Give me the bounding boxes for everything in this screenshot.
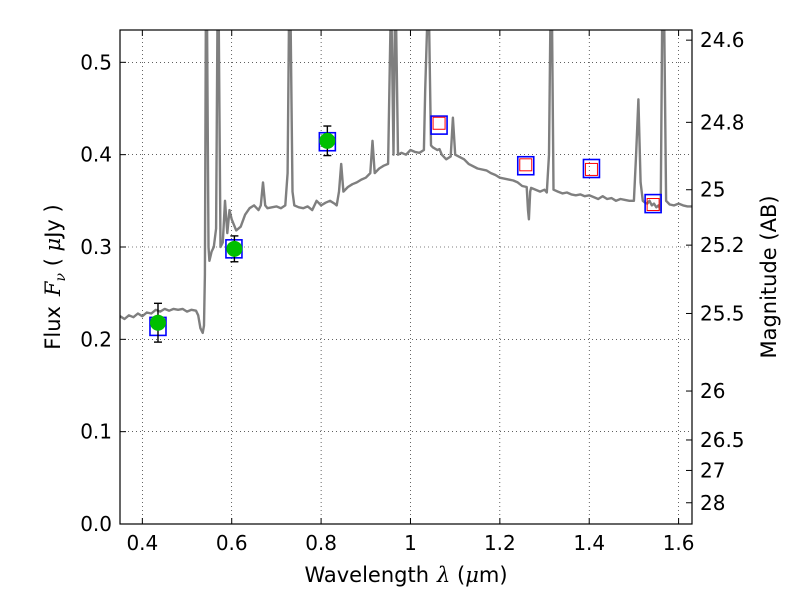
mag-tick-label: 25.2 [700,233,745,257]
upper-limit-marker [646,198,660,212]
upper-limit-marker [584,162,598,176]
x-axis: 0.4 0.6 0.8 1 1.2 1.4 1.6 [126,30,695,555]
model-photometry-marker [516,155,535,176]
x-tick-label: 1.2 [484,531,516,555]
x-axis-unit-close: m) [479,563,508,587]
mag-tick-label: 28 [700,491,725,515]
spectrum-line [120,30,692,335]
y-tick-label: 0.3 [80,235,112,259]
y-axis-title: Flux Fν ( μJy ) [41,204,69,349]
mag-tick-label: 26 [700,379,725,403]
y-axis-unit-open: ( [41,251,65,273]
plot-frame [119,29,693,525]
mag-tick-label: 24.6 [700,28,745,52]
model-photometry-marker [582,158,601,179]
right-axis-title: Magnitude (AB) [757,195,781,358]
y-tick-label: 0.4 [80,143,112,167]
mag-tick-label: 26.5 [700,428,745,452]
y-axis-title-text: Flux [41,306,65,350]
detection-marker [226,240,243,257]
x-axis-title-text: Wavelength [304,563,429,587]
detection-marker [319,132,336,149]
y-axis-unit-close: Jy ) [41,204,65,240]
y-tick-label: 0.5 [80,50,112,74]
x-axis-title: Wavelength λ (μm) [304,563,507,587]
y-tick-label: 0.1 [80,420,112,444]
photometry-points [149,115,662,343]
detection-marker [149,314,166,331]
mag-tick-label: 25 [700,178,725,202]
y-axis-symbol: F [41,280,65,297]
x-tick-label: 0.4 [126,531,158,555]
y-axis-subscript: ν [53,272,69,281]
model-photometry-marker [430,115,448,135]
model-spectrum [120,30,692,335]
y-axis-unit-mu: μ [41,238,65,252]
mag-tick-label: 27 [700,458,725,482]
y-tick-label: 0.2 [80,327,112,351]
x-tick-label: 0.6 [216,531,248,555]
y-tick-label: 0.0 [80,512,112,536]
x-tick-label: 1.6 [663,531,695,555]
x-tick-label: 1 [404,531,417,555]
x-tick-label: 1.4 [573,531,605,555]
x-tick-label: 0.8 [305,531,337,555]
mag-tick-label: 24.8 [700,110,745,134]
x-axis-unit-mu: μ [465,563,479,587]
x-axis-unit-open: ( [450,563,465,587]
model-photometry-marker [644,193,662,214]
y-axis: 0.0 0.1 0.2 0.3 0.4 0.5 [80,50,126,536]
x-axis-symbol: λ [436,563,450,587]
upper-limit-marker [519,158,533,172]
upper-limit-marker [432,116,446,130]
right-magnitude-axis: 24.6 24.8 25 25.2 25.5 26 26.5 27 28 [686,28,745,515]
mag-tick-label: 25.5 [700,301,745,325]
